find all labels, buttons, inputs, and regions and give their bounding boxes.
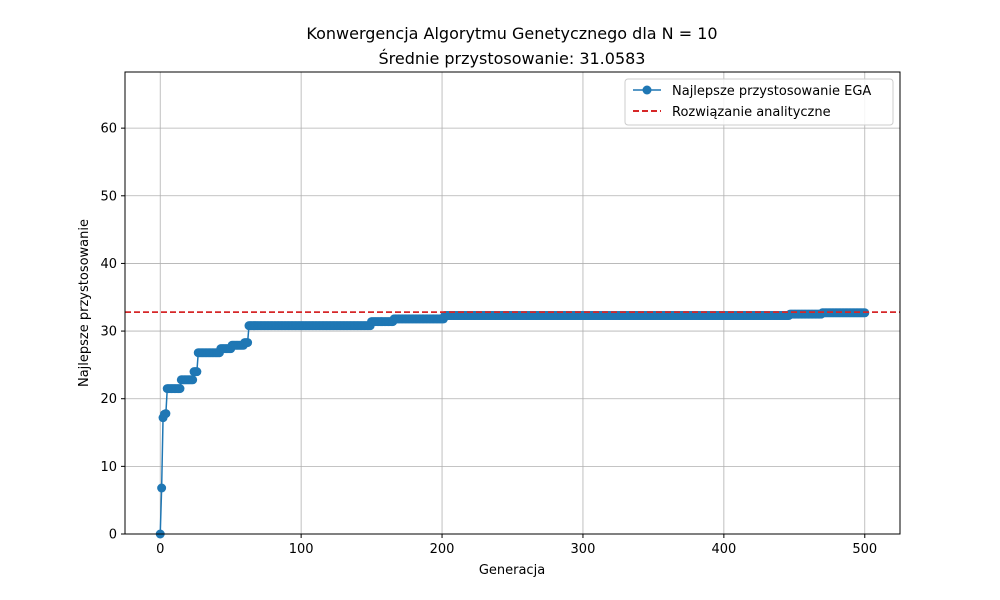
data-point	[175, 384, 185, 394]
legend: Najlepsze przystosowanie EGA Rozwiązanie…	[624, 78, 894, 126]
x-tick-label: 0	[156, 542, 164, 557]
legend-label-ega: Najlepsze przystosowanie EGA	[672, 84, 871, 99]
x-tick-label: 500	[852, 542, 877, 557]
y-tick-label: 50	[100, 189, 117, 204]
data-point	[243, 338, 253, 348]
y-tick-label: 30	[100, 325, 117, 340]
y-tick-label: 40	[100, 257, 117, 272]
grid-lines	[125, 72, 900, 535]
plot-frame	[124, 71, 901, 535]
data-point	[161, 409, 171, 419]
x-axis-label: Generacja	[479, 563, 545, 578]
chart-subtitle: Średnie przystosowanie: 31.0583	[379, 49, 646, 68]
chart-title: Konwergencja Algorytmu Genetycznego dla …	[306, 24, 717, 43]
plot-area	[125, 308, 900, 539]
y-axis-ticks: 0 10 20 30 40 50 60	[100, 122, 125, 543]
legend-label-analytic: Rozwiązanie analityczne	[672, 105, 831, 120]
x-tick-label: 300	[571, 542, 596, 557]
x-tick-label: 100	[289, 542, 314, 557]
legend-series-marker	[642, 85, 652, 95]
legend-box	[624, 78, 894, 126]
y-tick-label: 60	[100, 122, 117, 137]
data-point	[188, 375, 198, 385]
y-axis-label: Najlepsze przystosowanie	[77, 219, 92, 387]
x-axis-ticks: 0 100 200 300 400 500	[156, 534, 877, 557]
data-point	[192, 367, 202, 377]
series-line-ega	[159, 312, 865, 535]
y-tick-label: 20	[100, 392, 117, 407]
x-tick-label: 400	[711, 542, 736, 557]
data-point	[157, 483, 167, 493]
y-tick-label: 10	[100, 460, 117, 475]
y-tick-label: 0	[109, 528, 117, 543]
x-tick-label: 200	[430, 542, 455, 557]
